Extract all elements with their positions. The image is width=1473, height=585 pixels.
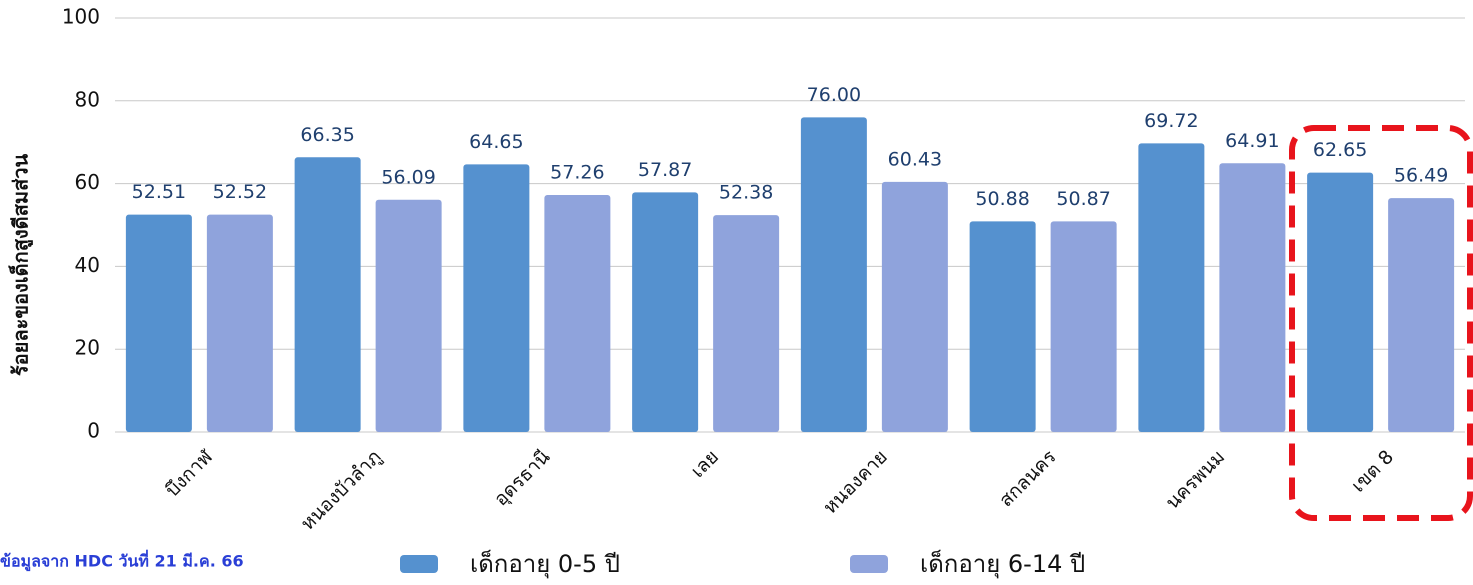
- x-tick-label: บึงกาฬ: [161, 445, 217, 501]
- value-label: 57.26: [550, 161, 604, 183]
- value-label: 66.35: [300, 124, 354, 146]
- value-label: 56.49: [1394, 165, 1448, 187]
- bar: [376, 200, 442, 432]
- y-tick-label: 0: [87, 419, 100, 443]
- bar: [882, 182, 948, 432]
- chart: ร้อยละของเด็กสูงดีสมส่วน ข้อมูลจาก HDC ว…: [0, 0, 1473, 585]
- legend-swatch: [400, 555, 438, 573]
- y-axis-label: ร้อยละของเด็กสูงดีสมส่วน: [8, 154, 35, 377]
- value-label: 62.65: [1313, 139, 1367, 161]
- value-label: 56.09: [381, 166, 435, 188]
- value-label: 52.38: [719, 182, 773, 204]
- y-tick-label: 40: [75, 253, 100, 277]
- bar: [1388, 198, 1454, 432]
- y-tick-label: 100: [62, 5, 100, 29]
- x-tick-label: นครพนม: [1161, 446, 1229, 514]
- x-tick-label: สกลนคร: [995, 446, 1061, 512]
- x-tick-label: หนองคาย: [819, 446, 892, 519]
- legend-label: เด็กอายุ 0-5 ปี: [470, 549, 620, 579]
- value-label: 50.87: [1056, 188, 1110, 210]
- bar: [970, 221, 1036, 432]
- x-tick-label: อุดรธานี: [490, 446, 555, 511]
- value-label: 64.91: [1225, 130, 1279, 152]
- value-label: 50.88: [975, 188, 1029, 210]
- source-note: ข้อมูลจาก HDC วันที่ 21 มี.ค. 66: [0, 550, 244, 573]
- bar: [295, 157, 361, 432]
- legend-swatch: [850, 555, 888, 573]
- y-tick-label: 20: [75, 336, 100, 360]
- bar: [632, 192, 698, 432]
- value-label: 76.00: [807, 84, 861, 106]
- bar: [126, 215, 192, 432]
- bar: [1307, 173, 1373, 432]
- bar: [1219, 163, 1285, 432]
- x-tick-label: หนองบัวลำภู: [297, 446, 386, 535]
- y-tick-label: 80: [75, 87, 100, 111]
- x-tick-label: เขต 8: [1347, 446, 1398, 497]
- value-label: 52.51: [132, 181, 186, 203]
- value-label: 64.65: [469, 131, 523, 153]
- value-label: 69.72: [1144, 110, 1198, 132]
- x-tick-label: เลย: [687, 446, 723, 482]
- y-tick-label: 60: [75, 170, 100, 194]
- bar: [1138, 143, 1204, 432]
- legend-label: เด็กอายุ 6-14 ปี: [920, 549, 1085, 579]
- value-label: 57.87: [638, 159, 692, 181]
- bar: [207, 215, 273, 432]
- value-label: 60.43: [888, 148, 942, 170]
- bar: [544, 195, 610, 432]
- bar: [463, 164, 529, 432]
- bar: [713, 215, 779, 432]
- value-label: 52.52: [213, 181, 267, 203]
- bar: [1051, 221, 1117, 432]
- bar: [801, 117, 867, 432]
